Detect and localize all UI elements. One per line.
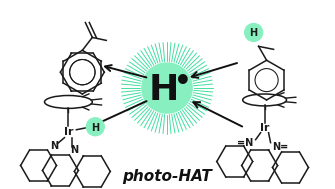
Text: N: N — [50, 141, 59, 151]
Text: H: H — [250, 29, 258, 38]
Text: •: • — [174, 68, 192, 96]
Circle shape — [245, 23, 263, 41]
Text: H: H — [149, 73, 179, 107]
Text: N: N — [70, 145, 78, 155]
Text: H: H — [91, 123, 99, 133]
Text: N=: N= — [272, 142, 289, 152]
Text: Ir: Ir — [64, 127, 73, 137]
Text: Ir: Ir — [260, 123, 269, 133]
Circle shape — [86, 118, 104, 136]
Text: =N: =N — [237, 138, 253, 148]
Text: photo-HAT: photo-HAT — [122, 169, 212, 184]
Circle shape — [141, 62, 193, 114]
